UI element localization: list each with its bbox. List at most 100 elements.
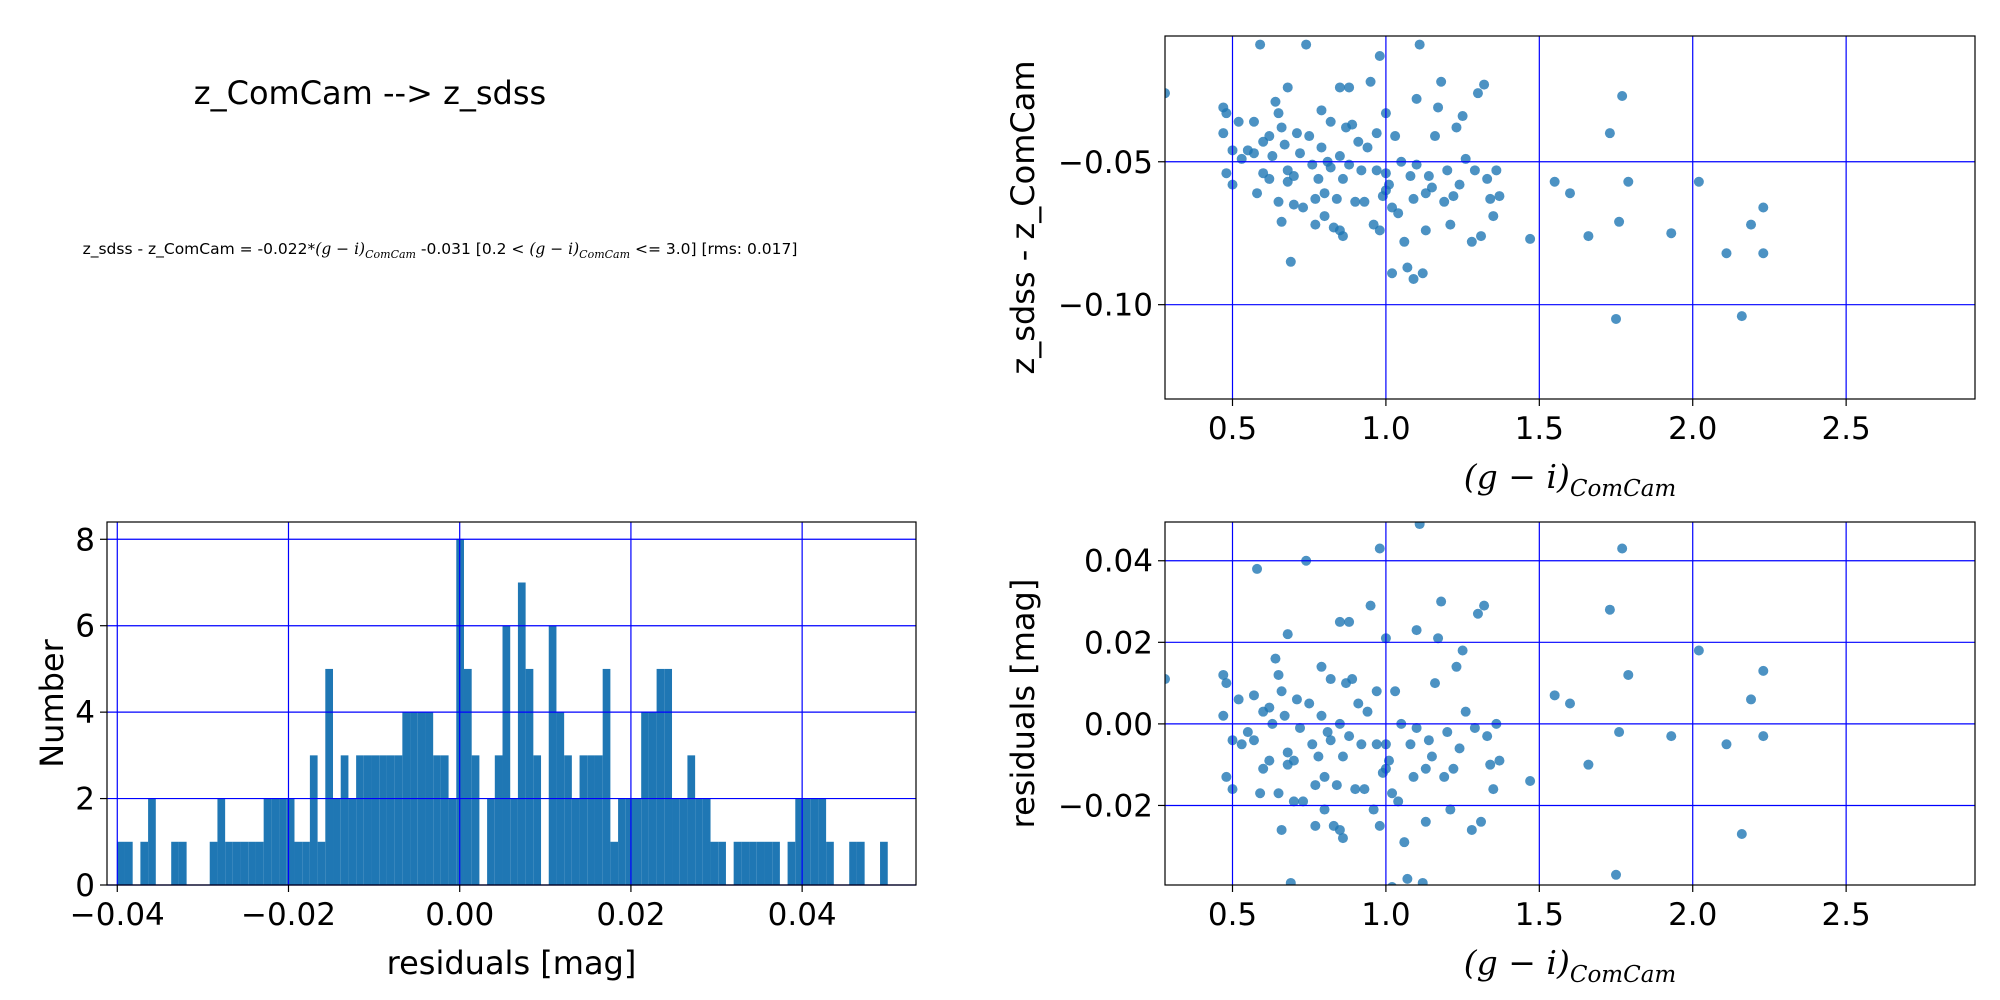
y-axis-label: residuals [mag]: [1004, 579, 1042, 829]
data-point: [1310, 219, 1321, 230]
histogram-bar: [171, 841, 179, 885]
histogram-bar: [440, 755, 449, 885]
data-point: [1387, 268, 1398, 279]
data-point: [1356, 165, 1367, 176]
data-point: [1390, 131, 1401, 142]
histogram-bar: [371, 755, 380, 885]
data-point: [1758, 248, 1769, 259]
data-point: [1549, 176, 1560, 187]
data-point: [1614, 727, 1625, 738]
histogram-bar: [517, 582, 526, 885]
data-point: [1417, 268, 1428, 279]
histogram-bar: [733, 841, 742, 885]
data-point: [1411, 625, 1422, 636]
x-axis-label: (g − i)ComCam: [1464, 943, 1676, 988]
data-point: [1310, 780, 1321, 791]
data-point: [1248, 148, 1259, 159]
histogram-bar: [772, 841, 780, 885]
data-point: [1264, 702, 1275, 713]
data-point: [1291, 128, 1302, 139]
data-point: [1604, 128, 1615, 139]
figure-title: z_ComCam --> z_sdss: [193, 74, 547, 112]
histogram-bar: [579, 755, 588, 885]
histogram-bar: [279, 798, 287, 885]
histogram-bar: [124, 841, 133, 885]
data-point: [1325, 162, 1336, 173]
data-point: [1414, 39, 1425, 50]
histogram-bar: [625, 798, 634, 885]
scatter-residuals-frame: [1164, 521, 1976, 886]
data-point: [1460, 706, 1471, 717]
histogram-bar: [564, 755, 572, 885]
data-point: [1255, 39, 1266, 50]
data-point: [1353, 698, 1364, 709]
data-point: [1344, 82, 1355, 93]
data-point: [1494, 191, 1505, 202]
y-tick-label: 8: [75, 522, 95, 558]
histogram-bar: [471, 755, 480, 885]
data-point: [1288, 199, 1299, 210]
data-point: [1457, 645, 1468, 656]
data-point: [1426, 751, 1437, 762]
data-point: [1472, 608, 1483, 619]
data-point: [1273, 669, 1284, 680]
data-point: [1371, 739, 1382, 750]
data-point: [1623, 176, 1634, 187]
histogram-bar: [148, 798, 156, 885]
histogram-bar: [849, 841, 857, 885]
data-point: [1347, 119, 1358, 130]
data-point: [1337, 231, 1348, 242]
data-point: [1334, 616, 1345, 627]
histogram-bar: [695, 798, 703, 885]
data-point: [1408, 193, 1419, 204]
data-point: [1623, 669, 1634, 680]
equation-intercept: -0.031 [0.2 <: [415, 240, 530, 258]
data-point: [1565, 188, 1575, 199]
histogram-bar: [302, 841, 310, 885]
data-point: [1313, 173, 1324, 184]
histogram-bar: [826, 841, 834, 885]
histogram-bar: [363, 755, 372, 885]
data-point: [1423, 735, 1434, 746]
histogram-bar: [602, 668, 611, 885]
x-tick-label: 1.5: [1515, 897, 1564, 933]
data-point: [1423, 171, 1434, 182]
histogram-bar: [255, 841, 264, 885]
data-point: [1276, 686, 1287, 697]
histogram-bar: [217, 798, 226, 885]
equation-range-color-term: (g − i): [529, 240, 580, 258]
histogram-bar: [263, 798, 272, 885]
histogram-bar: [317, 841, 326, 885]
data-point: [1457, 111, 1468, 122]
data-point: [1408, 273, 1419, 284]
y-tick-label: 6: [75, 609, 95, 645]
data-point: [1282, 747, 1293, 758]
data-point: [1758, 202, 1769, 213]
data-point: [1313, 751, 1324, 762]
histogram-bar: [525, 668, 534, 885]
residual-histogram-plot: −0.04 −0.02 0.00 0.02 0.04 0 2 4 6 8 residuals [ma…: [33, 521, 917, 982]
histogram-bar: [810, 798, 819, 885]
histogram-bar: [656, 668, 665, 885]
data-point: [1374, 225, 1385, 236]
x-tick-label: 2.5: [1821, 411, 1870, 447]
histogram-bar: [618, 798, 626, 885]
data-point: [1218, 710, 1229, 721]
data-point: [1165, 88, 1170, 99]
histogram-bar: [502, 625, 511, 885]
data-point: [1267, 151, 1278, 162]
data-point: [1387, 882, 1397, 885]
histogram-bar: [340, 755, 349, 885]
data-point: [1371, 165, 1382, 176]
data-point: [1476, 816, 1487, 827]
histogram-bar: [225, 841, 233, 885]
y-axis-label: z_sdss - z_ComCam: [1004, 60, 1042, 374]
data-point: [1666, 228, 1677, 239]
data-point: [1298, 202, 1309, 213]
data-point: [1454, 179, 1465, 190]
x-axis-label-main: (g − i): [1464, 943, 1570, 982]
histogram-bar: [463, 668, 472, 885]
data-point: [1721, 739, 1732, 750]
data-point: [1334, 82, 1345, 93]
